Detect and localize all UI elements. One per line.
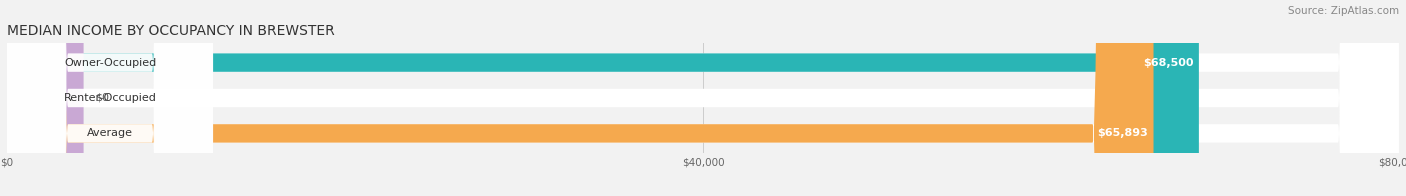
FancyBboxPatch shape	[7, 0, 214, 196]
FancyBboxPatch shape	[7, 0, 214, 196]
Text: Owner-Occupied: Owner-Occupied	[63, 58, 156, 68]
Text: Average: Average	[87, 128, 134, 138]
FancyBboxPatch shape	[7, 0, 83, 196]
Text: $65,893: $65,893	[1097, 128, 1147, 138]
Text: $0: $0	[94, 93, 108, 103]
FancyBboxPatch shape	[7, 0, 1199, 196]
FancyBboxPatch shape	[7, 0, 1399, 196]
Text: MEDIAN INCOME BY OCCUPANCY IN BREWSTER: MEDIAN INCOME BY OCCUPANCY IN BREWSTER	[7, 24, 335, 38]
FancyBboxPatch shape	[7, 0, 1399, 196]
FancyBboxPatch shape	[7, 0, 214, 196]
Text: Renter-Occupied: Renter-Occupied	[63, 93, 156, 103]
FancyBboxPatch shape	[7, 0, 1399, 196]
Text: $68,500: $68,500	[1143, 58, 1194, 68]
FancyBboxPatch shape	[7, 0, 1153, 196]
Text: Source: ZipAtlas.com: Source: ZipAtlas.com	[1288, 6, 1399, 16]
